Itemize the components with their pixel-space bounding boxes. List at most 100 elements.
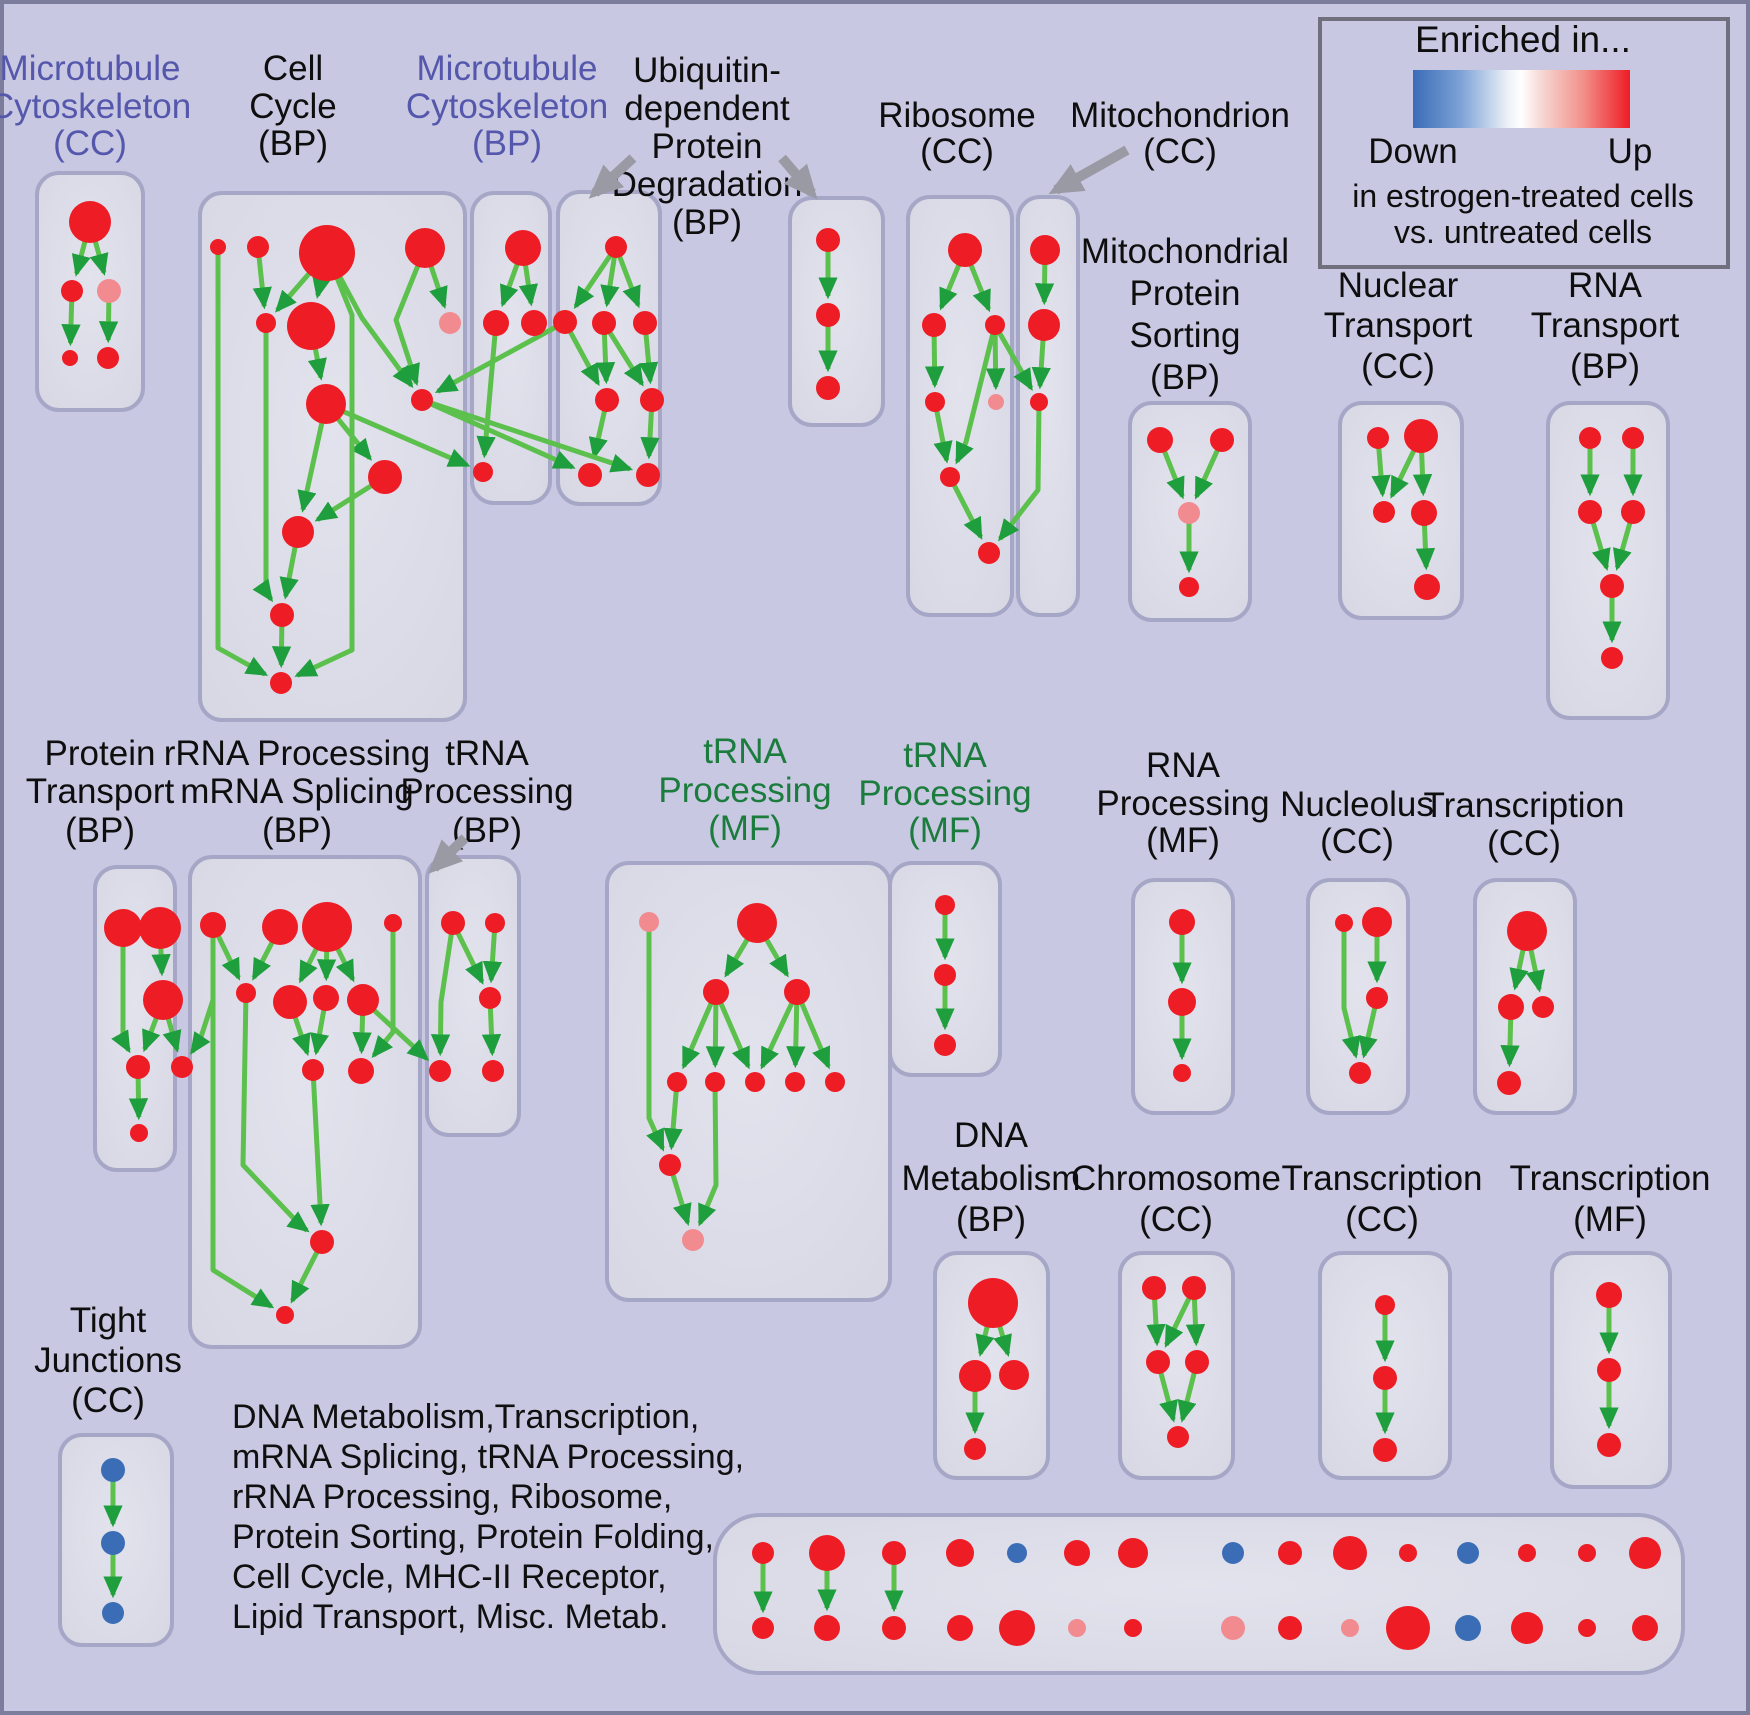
go-term-node-trnamf1-8: [825, 1072, 845, 1092]
go-term-node-rnap-1: [1168, 988, 1196, 1016]
group-label-mtbp: (BP): [472, 124, 542, 163]
go-term-node-mtbp-0: [505, 230, 541, 266]
go-term-node-chr-3: [1185, 1350, 1209, 1374]
group-label-mtcc: Cytoskeleton: [0, 87, 191, 126]
go-term-node-strip-5: [1064, 1540, 1090, 1566]
group-label-pt: (BP): [65, 811, 135, 850]
edge-nucl: [1341, 923, 1361, 1059]
go-term-node-cc-9: [368, 460, 402, 494]
go-term-node-strip-28: [1578, 1619, 1596, 1637]
group-label-cc: (BP): [258, 124, 328, 163]
go-term-node-trnamf2-0: [935, 895, 955, 915]
group-box-rnat: [1546, 401, 1670, 720]
misc-terms-note: Lipid Transport, Misc. Metab.: [232, 1598, 669, 1636]
group-label-rib: Ribosome: [878, 96, 1036, 135]
go-term-node-rrna-11: [276, 1306, 294, 1324]
group-label-mtbp: Microtubule: [417, 49, 598, 88]
group-label-trnamf1: Processing: [658, 771, 831, 810]
group-label-txcc1: (CC): [1487, 824, 1561, 863]
group-box-strip: [713, 1513, 1685, 1675]
go-term-node-strip-25: [1386, 1606, 1430, 1650]
group-label-nucl: Nucleolus: [1280, 785, 1434, 824]
go-term-node-mps-0: [1147, 427, 1173, 453]
go-term-node-mps-3: [1179, 577, 1199, 597]
go-term-node-mtbp-3: [473, 462, 493, 482]
group-label-rib: (CC): [920, 132, 994, 171]
group-label-rnat: (BP): [1570, 347, 1640, 386]
group-label-nuc: (CC): [1361, 347, 1435, 386]
go-term-node-tj-1: [101, 1531, 125, 1555]
go-term-node-strip-8: [1278, 1541, 1302, 1565]
go-term-node-txcc2-1: [1373, 1366, 1397, 1390]
go-term-node-rrna-9: [348, 1058, 374, 1084]
edge-pt: [111, 928, 131, 1054]
edge-cc: [393, 247, 428, 387]
go-term-node-rrna-7: [347, 984, 379, 1016]
go-term-node-strip-1: [809, 1535, 845, 1571]
misc-terms-note: Protein Sorting, Protein Folding,: [232, 1518, 714, 1556]
misc-terms-note: mRNA Splicing, tRNA Processing,: [232, 1438, 744, 1476]
go-term-node-rib-5: [940, 467, 960, 487]
group-label-nucl: (CC): [1320, 822, 1394, 861]
go-term-node-strip-17: [882, 1616, 906, 1640]
go-term-node-txcc1-2: [1532, 996, 1554, 1018]
go-term-node-nuc-3: [1411, 500, 1437, 526]
go-term-node-cc-10: [282, 516, 314, 548]
go-term-node-strip-16: [814, 1615, 840, 1641]
go-term-node-strip-7: [1222, 1542, 1244, 1564]
group-box-rrna: [188, 855, 422, 1349]
go-term-node-mtcc-3: [62, 350, 78, 366]
group-label-udlabel: (BP): [672, 203, 742, 242]
go-term-node-rib-6: [978, 542, 1000, 564]
go-term-node-txmf-2: [1597, 1433, 1621, 1457]
group-label-udlabel: Protein: [652, 127, 763, 166]
label-arrow-ubiquitin-left-icon: [588, 154, 637, 199]
group-label-txcc2: Transcription: [1282, 1159, 1483, 1198]
go-term-node-strip-29: [1632, 1615, 1658, 1641]
cross-edge-rrna-pt: [189, 925, 216, 1055]
edge-cc: [215, 247, 269, 677]
go-term-node-strip-27: [1511, 1612, 1543, 1644]
go-term-node-trnabp-4: [482, 1060, 504, 1082]
group-label-dna: DNA: [954, 1116, 1029, 1155]
legend-box: [1318, 17, 1730, 269]
group-label-cc: Cycle: [249, 87, 337, 126]
go-term-node-cc-7: [306, 384, 346, 424]
go-term-node-rnap-0: [1169, 909, 1195, 935]
edge-cc: [294, 252, 355, 678]
go-term-node-strip-10: [1399, 1544, 1417, 1562]
go-term-node-trnamf1-9: [659, 1154, 681, 1176]
group-label-tj: (CC): [71, 1381, 145, 1420]
group-box-txcc1: [1473, 878, 1577, 1115]
go-term-node-strip-11: [1457, 1542, 1479, 1564]
go-term-node-nuc-4: [1414, 574, 1440, 600]
go-term-node-nucl-1: [1362, 907, 1392, 937]
go-term-node-mit-1: [1028, 309, 1060, 341]
group-box-txcc2: [1318, 1251, 1452, 1480]
go-term-node-nucl-2: [1366, 987, 1388, 1009]
group-label-chr: Chromosome: [1071, 1159, 1281, 1198]
go-term-node-mps-2: [1178, 502, 1200, 524]
go-term-node-tj-0: [101, 1458, 125, 1482]
edge-rrna: [240, 992, 310, 1233]
group-label-tj: Tight: [70, 1301, 147, 1340]
group-label-mtbp: Cytoskeleton: [406, 87, 608, 126]
group-label-trnabp: Processing: [400, 772, 573, 811]
go-term-node-chr-1: [1182, 1276, 1206, 1300]
group-label-trnamf2: (MF): [908, 811, 982, 850]
go-term-node-rnat-3: [1621, 500, 1645, 524]
cross-edge-cc-mtbp: [325, 401, 471, 468]
go-term-node-strip-12: [1518, 1544, 1536, 1562]
group-label-mps: Protein: [1130, 274, 1241, 313]
edge-trnamf1: [759, 990, 800, 1070]
edge-rrna: [210, 925, 275, 1309]
go-term-node-txcc1-3: [1497, 1071, 1521, 1095]
go-term-node-mtcc-4: [97, 347, 119, 369]
group-label-rrna: rRNA Processing: [164, 734, 430, 773]
go-term-node-cc-0: [210, 239, 226, 255]
go-term-node-trnamf1-5: [705, 1072, 725, 1092]
label-arrow-mitochondrion-icon: [1048, 145, 1130, 195]
group-label-mps: (BP): [1150, 358, 1220, 397]
go-term-node-cc-1: [247, 236, 269, 258]
